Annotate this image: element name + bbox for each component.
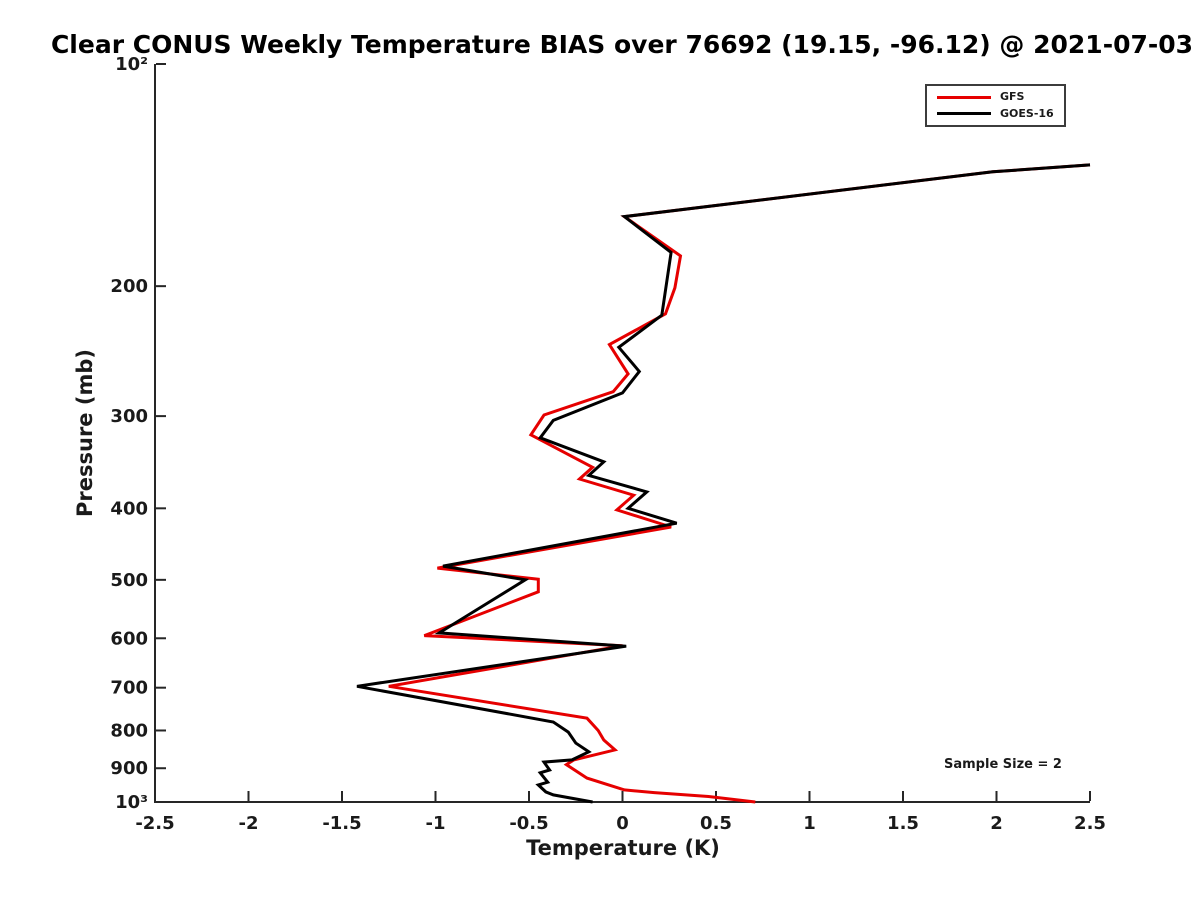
y-tick-label: 500 [110,570,148,591]
gfs-line-swatch [937,95,991,99]
x-tick-label: 1 [803,813,816,834]
series-line-gfs [388,163,1091,804]
legend: GFS GOES-16 [925,84,1066,128]
y-tick-label: 800 [110,720,148,741]
y-tick-label: 300 [110,406,148,427]
x-tick-label: -1.5 [322,813,361,834]
legend-label-gfs: GFS [1000,90,1025,103]
x-tick-label: -2 [239,813,259,834]
y-tick-label: 900 [110,758,148,779]
y-tick-label: 400 [110,498,148,519]
x-tick-label: 0 [616,813,629,834]
x-tick-label: 0.5 [700,813,732,834]
chart-title: Clear CONUS Weekly Temperature BIAS over… [50,30,1194,59]
series-line-goes-16 [356,163,1091,804]
x-tick-label: -1 [426,813,446,834]
x-axis-label: Temperature (K) [526,836,720,860]
goes16-line-swatch [937,112,991,116]
axes-spines [154,64,1090,803]
x-tick-label: 2 [990,813,1003,834]
x-tick-label: 2.5 [1074,813,1106,834]
x-tick-label: -2.5 [135,813,174,834]
y-tick-label: 10³ [115,792,148,813]
y-axis-label: Pressure (mb) [73,349,97,517]
y-tick-label: 200 [110,276,148,297]
y-tick-label: 700 [110,678,148,699]
y-tick-label: 600 [110,628,148,649]
legend-item-gfs: GFS [937,90,1054,104]
sample-size-annotation: Sample Size = 2 [944,757,1062,772]
x-tick-label: 1.5 [887,813,919,834]
x-tick-label: -0.5 [509,813,548,834]
legend-label-goes16: GOES-16 [1000,106,1054,120]
legend-item-goes16: GOES-16 [937,106,1054,121]
y-tick-label: 10² [115,54,148,75]
